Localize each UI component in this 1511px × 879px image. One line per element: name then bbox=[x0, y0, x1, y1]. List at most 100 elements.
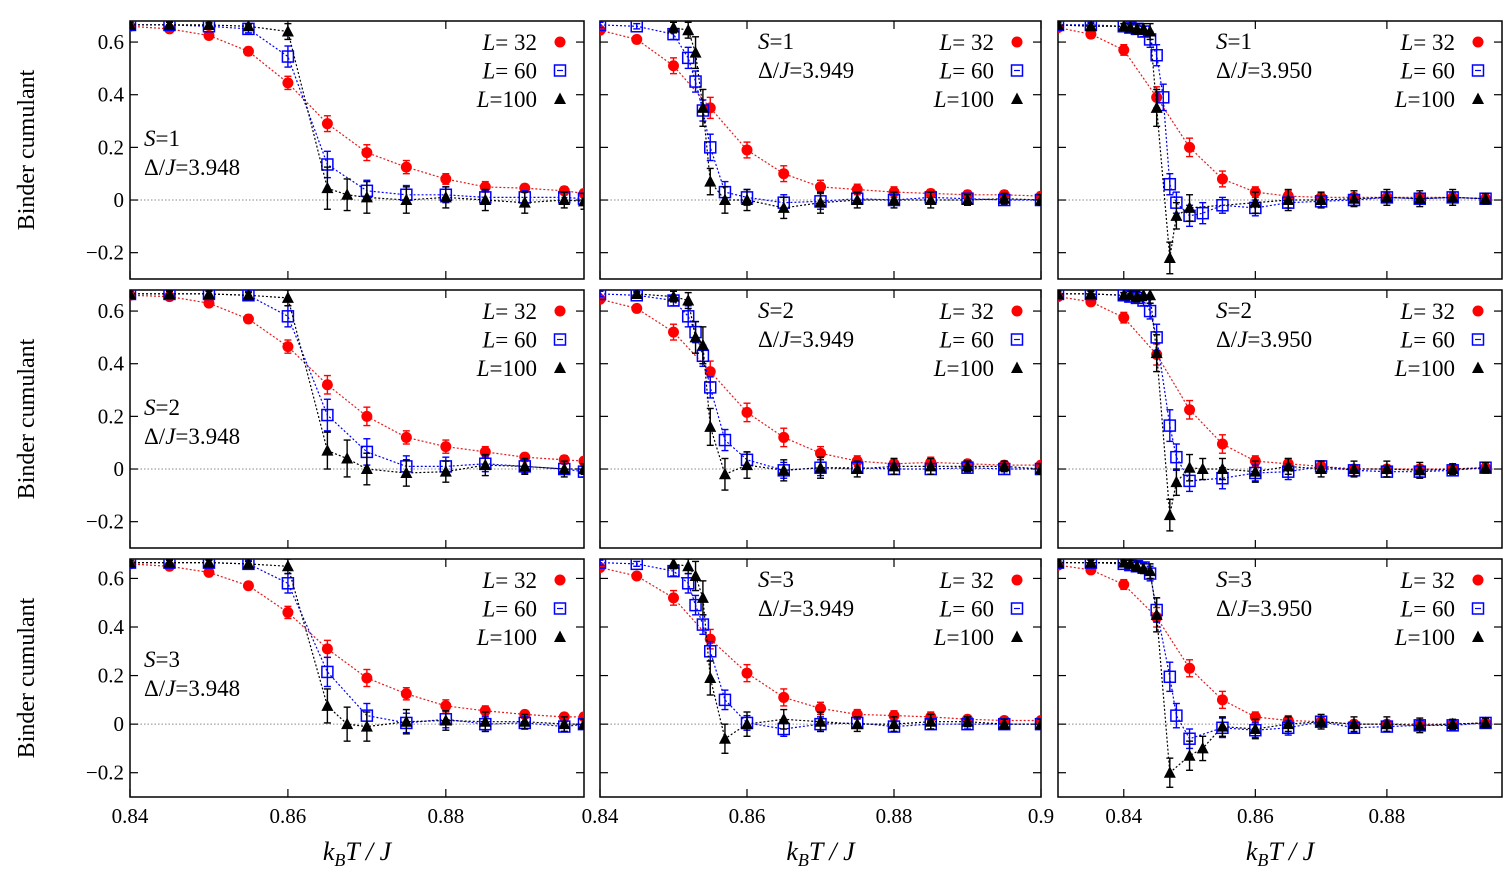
series-line bbox=[130, 24, 584, 204]
data-point bbox=[1170, 209, 1183, 221]
data-point bbox=[1150, 346, 1163, 359]
legend-marker bbox=[554, 574, 566, 586]
panel-5: L= 32 L= 60 L=100 S=2 Δ/J=3.949 bbox=[599, 289, 1042, 549]
legend-marker bbox=[554, 36, 566, 48]
legend-label: L= 60 bbox=[938, 597, 994, 622]
data-point bbox=[888, 717, 900, 730]
data-point bbox=[242, 313, 254, 325]
data-point bbox=[558, 454, 570, 466]
legend-label: L= 60 bbox=[1399, 597, 1455, 622]
data-point bbox=[479, 705, 491, 717]
data-point bbox=[1058, 559, 1064, 568]
data-point bbox=[631, 302, 643, 314]
data-point bbox=[281, 291, 294, 303]
plot-area bbox=[600, 21, 1041, 220]
legend-label: L= 32 bbox=[1399, 299, 1455, 324]
series-line bbox=[600, 298, 1041, 466]
annotation-delta: Δ/J=3.950 bbox=[1216, 58, 1312, 83]
legend-label: L=100 bbox=[933, 356, 994, 381]
data-point bbox=[282, 341, 294, 353]
plot-area bbox=[600, 559, 1041, 754]
data-point bbox=[1118, 579, 1130, 590]
panel-annotation: S=1 Δ/J=3.948 bbox=[144, 126, 240, 180]
data-point bbox=[741, 144, 753, 156]
data-point bbox=[924, 459, 937, 472]
data-point bbox=[777, 463, 790, 476]
series-line bbox=[1058, 293, 1486, 516]
data-point bbox=[1150, 101, 1163, 113]
series-line bbox=[1058, 296, 1486, 470]
legend-marker bbox=[553, 333, 567, 346]
data-point bbox=[558, 193, 571, 206]
legend-label: L=100 bbox=[933, 625, 994, 650]
data-point bbox=[718, 467, 731, 480]
data-point bbox=[1034, 193, 1041, 207]
data-point bbox=[1143, 304, 1157, 318]
data-point bbox=[242, 21, 255, 32]
data-point bbox=[704, 420, 717, 432]
x-tick-label: 0.84 bbox=[1105, 804, 1142, 828]
data-point bbox=[630, 21, 643, 33]
data-point bbox=[741, 193, 753, 206]
panel-frame bbox=[599, 20, 1042, 280]
data-point bbox=[778, 168, 790, 180]
legend-label: L= 60 bbox=[938, 328, 994, 353]
data-point bbox=[718, 693, 732, 707]
legend-label: L=100 bbox=[1394, 625, 1455, 650]
plot-area bbox=[1058, 559, 1492, 788]
data-point bbox=[718, 433, 732, 447]
legend-marker bbox=[1011, 92, 1023, 104]
panel-2: L= 32 L= 60 L=100 S=1 Δ/J=3.949 bbox=[599, 20, 1042, 280]
data-point bbox=[242, 290, 255, 301]
data-point bbox=[400, 161, 412, 173]
legend-label: L=100 bbox=[1394, 356, 1455, 381]
data-point bbox=[667, 559, 680, 569]
annotation-spin: S=3 bbox=[144, 647, 180, 672]
panel-frame bbox=[1057, 289, 1503, 549]
data-point bbox=[600, 290, 607, 301]
y-tick-label: 0.4 bbox=[98, 615, 125, 639]
data-point bbox=[400, 193, 413, 206]
data-point bbox=[696, 591, 709, 603]
data-point bbox=[341, 188, 354, 200]
data-point bbox=[681, 310, 695, 323]
y-axis-label: Binder cumulant bbox=[14, 338, 40, 499]
legend-label: L=100 bbox=[1394, 87, 1455, 112]
panel-3: L= 32 L= 60 L=100 S=1 Δ/J=3.950 bbox=[1057, 20, 1503, 280]
legend-label: L= 32 bbox=[938, 30, 994, 55]
x-tick-label: 0.84 bbox=[112, 804, 149, 828]
data-point bbox=[518, 459, 531, 472]
data-point bbox=[281, 25, 294, 37]
series-l100 bbox=[1058, 559, 1492, 788]
data-point bbox=[668, 326, 679, 338]
data-point bbox=[202, 21, 215, 30]
data-point bbox=[341, 451, 354, 464]
data-point bbox=[1130, 559, 1143, 572]
data-point bbox=[321, 665, 334, 679]
data-point bbox=[1085, 28, 1097, 40]
data-point bbox=[668, 592, 679, 604]
data-point bbox=[400, 715, 413, 727]
data-point bbox=[1144, 25, 1157, 37]
data-point bbox=[1380, 717, 1393, 730]
data-point bbox=[321, 181, 334, 194]
data-point bbox=[321, 118, 333, 130]
data-point bbox=[696, 618, 710, 631]
annotation-delta: Δ/J=3.948 bbox=[144, 155, 240, 180]
annotation-delta: Δ/J=3.948 bbox=[144, 676, 240, 701]
data-point bbox=[1380, 190, 1393, 203]
data-point bbox=[130, 290, 136, 299]
panel-annotation: S=1 Δ/J=3.949 bbox=[758, 29, 854, 83]
x-tick-label: 0.86 bbox=[270, 804, 307, 828]
data-point bbox=[778, 691, 790, 703]
data-point bbox=[1144, 290, 1157, 301]
data-point bbox=[631, 570, 643, 582]
data-point bbox=[282, 606, 294, 618]
legend-marker bbox=[1011, 305, 1023, 317]
data-point bbox=[440, 700, 452, 712]
data-point bbox=[321, 699, 334, 711]
series-l100 bbox=[1058, 290, 1492, 532]
series-line bbox=[130, 293, 584, 474]
data-point bbox=[631, 33, 643, 45]
data-point bbox=[681, 577, 695, 590]
